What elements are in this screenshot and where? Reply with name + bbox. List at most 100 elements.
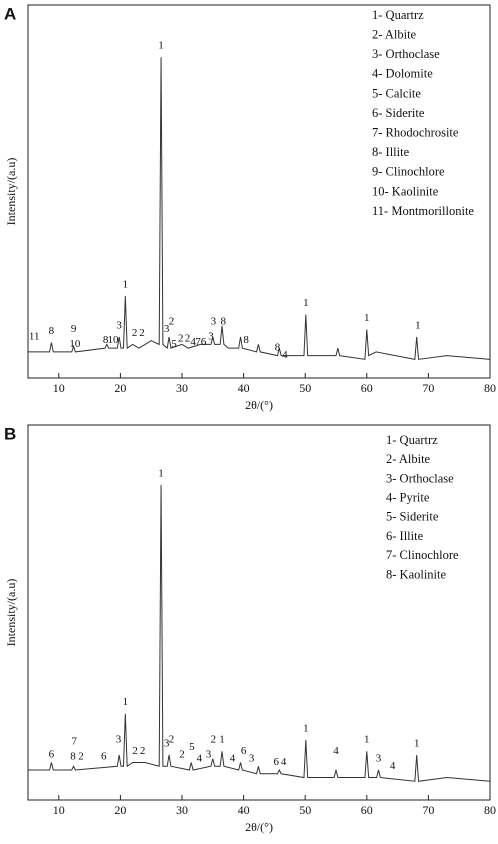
peak-label: 6 (273, 756, 279, 768)
peak-label: 2 (132, 745, 138, 757)
peak-label: 5 (189, 741, 195, 753)
peak-label: 3 (164, 737, 170, 749)
peak-label: 1 (123, 278, 129, 290)
x-tick-label: 80 (484, 803, 496, 817)
peak-label: 1 (414, 737, 420, 749)
peak-label: 10 (69, 338, 81, 350)
peak-label: 8 (49, 325, 55, 337)
x-tick-label: 40 (238, 803, 250, 817)
peak-label: 8 (221, 316, 227, 328)
peak-label: 6 (49, 749, 55, 761)
legend-entry: 3- Orthoclase (386, 471, 454, 485)
x-tick-label: 30 (176, 381, 188, 395)
plot-frame (27, 424, 491, 801)
legend-entry: 9- Clinochlore (372, 165, 445, 179)
x-tick-label: 20 (114, 803, 126, 817)
peak-label: 2 (211, 734, 217, 746)
peak-label: 2 (132, 327, 138, 339)
peak-label: 2 (139, 327, 145, 339)
x-tick-label: 50 (299, 381, 311, 395)
x-axis-label: 2θ/(°) (245, 820, 273, 834)
peak-label: 7 (71, 735, 77, 747)
x-tick-label: 60 (361, 803, 373, 817)
legend-entry: 4- Pyrite (386, 490, 430, 504)
legend-entry: 11- Montmorillonite (372, 204, 474, 218)
peak-label: 3 (116, 734, 122, 746)
peak-label: 3 (164, 323, 170, 335)
peak-label: 1 (158, 467, 164, 479)
legend-entry: 5- Calcite (372, 86, 421, 100)
peak-label: 9 (71, 323, 77, 335)
legend-entry: 4- Dolomite (372, 67, 433, 81)
plot-frame (27, 4, 491, 379)
peak-label: 1 (303, 722, 309, 734)
peak-label: 6 (241, 745, 247, 757)
peak-label: 4 (281, 756, 287, 768)
legend-entry: 5- Siderite (386, 510, 439, 524)
legend-entry: 2- Albite (372, 27, 417, 41)
peak-label: 3 (249, 752, 255, 764)
x-axis-label: 2θ/(°) (245, 398, 273, 412)
peak-label: 7 (195, 336, 201, 348)
peak-label: 3 (211, 316, 217, 328)
peak-label: 3 (376, 752, 382, 764)
legend-entry: 7- Rhodochrosite (372, 125, 459, 139)
peak-label: 1 (158, 40, 164, 52)
x-tick-label: 10 (53, 381, 65, 395)
y-axis-label: Intensity/(a.u) (4, 158, 18, 226)
legend-entry: 3- Orthoclase (372, 47, 440, 61)
x-tick-label: 70 (422, 381, 434, 395)
peak-label: 6 (201, 336, 207, 348)
peak-label: 10 (108, 334, 120, 346)
legend-entry: 2- Albite (386, 452, 431, 466)
x-tick-label: 60 (361, 381, 373, 395)
legend-entry: 8- Kaolinite (386, 567, 447, 581)
peak-label: 1 (415, 319, 421, 331)
y-axis-label: Intensity/(a.u) (4, 579, 18, 647)
peak-label: 1 (303, 297, 309, 309)
legend-entry: 8- Illite (372, 145, 410, 159)
peak-label: 2 (78, 750, 84, 762)
x-tick-label: 70 (422, 803, 434, 817)
peak-label: 8 (275, 342, 281, 354)
peak-label: 4 (196, 752, 202, 764)
peak-label: 5 (171, 338, 177, 350)
peak-label: 8 (70, 750, 76, 762)
peak-label: 8 (243, 334, 249, 346)
peak-label: 4 (390, 760, 396, 772)
xrd-line (28, 57, 491, 360)
peak-label: 2 (169, 734, 175, 746)
peak-label: 1 (364, 734, 370, 746)
peak-label: 2 (178, 332, 184, 344)
peak-label: 2 (179, 749, 185, 761)
x-tick-label: 30 (176, 803, 188, 817)
peak-label: 2 (140, 745, 146, 757)
x-tick-label: 20 (114, 381, 126, 395)
x-tick-label: 40 (238, 381, 250, 395)
x-tick-label: 80 (484, 381, 496, 395)
peak-label: 4 (333, 745, 339, 757)
peak-label: 1 (123, 696, 129, 708)
peak-label: 8 (103, 334, 109, 346)
peak-label: 11 (29, 331, 40, 343)
panel-label: A (4, 4, 16, 23)
peak-label: 2 (169, 316, 175, 328)
legend-entry: 1- Quartrz (372, 8, 424, 22)
peak-label: 3 (208, 331, 214, 343)
peak-label: 1 (219, 734, 225, 746)
peak-label: 4 (190, 336, 196, 348)
x-tick-label: 50 (299, 803, 311, 817)
peak-label: 3 (116, 319, 122, 331)
peak-label: 2 (185, 332, 191, 344)
peak-label: 4 (230, 752, 236, 764)
peak-label: 6 (101, 750, 107, 762)
peak-label: 4 (282, 349, 288, 361)
legend-entry: 6- Siderite (372, 106, 425, 120)
peak-label: 1 (364, 312, 370, 324)
legend-entry: 6- Illite (386, 529, 424, 543)
x-tick-label: 10 (53, 803, 65, 817)
peak-label: 3 (206, 749, 212, 761)
legend-entry: 1- Quartrz (386, 433, 438, 447)
legend-entry: 10- Kaolinite (372, 184, 439, 198)
